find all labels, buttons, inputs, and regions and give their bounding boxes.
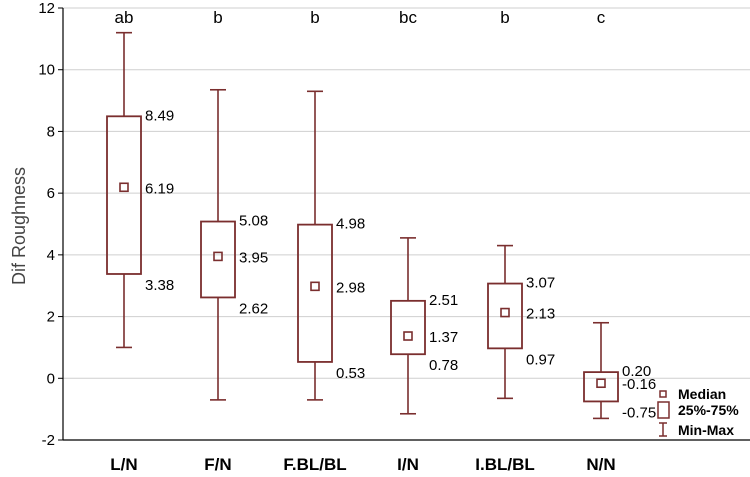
q1-label: 2.62 <box>239 300 268 317</box>
legend-median-label: Median <box>678 386 726 402</box>
q1-label: 3.38 <box>145 277 174 294</box>
y-tick-labels: -2 0 2 4 6 8 10 12 <box>38 0 55 449</box>
median-label: 1.37 <box>429 329 458 346</box>
iqr-box <box>487 282 523 350</box>
significance-letter: c <box>597 8 606 27</box>
y-tick-label: 6 <box>47 185 55 202</box>
legend-box-label: 25%-75% <box>678 402 739 418</box>
x-category-label: L/N <box>110 455 137 474</box>
axes <box>58 7 750 441</box>
median-marker <box>119 182 129 193</box>
q3-label: 5.08 <box>239 213 268 230</box>
q3-label: 0.20 <box>622 363 651 380</box>
median-marker <box>500 307 510 318</box>
y-tick-label: -2 <box>42 432 55 449</box>
significance-letter: b <box>500 8 509 27</box>
legend-box-icon <box>657 401 670 419</box>
significance-letter: b <box>310 8 319 27</box>
q1-label: 0.78 <box>429 357 458 374</box>
q3-label: 4.98 <box>336 216 365 233</box>
median-marker <box>596 378 606 389</box>
legend-minmax-label: Min-Max <box>678 422 734 438</box>
iqr-box <box>106 115 142 275</box>
q3-label: 3.07 <box>526 275 555 292</box>
median-label: 2.13 <box>526 306 555 323</box>
iqr-box <box>390 299 426 356</box>
legend: Median 25%-75% Min-Max <box>657 386 739 438</box>
q1-label: -0.75 <box>622 404 656 421</box>
median-label: -0.16 <box>622 376 656 393</box>
median-label: 3.95 <box>239 249 268 266</box>
legend-median-icon <box>659 390 667 398</box>
median-marker <box>403 331 413 341</box>
iqr-box <box>583 371 619 403</box>
y-tick-label: 2 <box>47 309 55 326</box>
x-category-label: N/N <box>586 455 615 474</box>
x-category-label: I/N <box>397 455 419 474</box>
q3-label: 8.49 <box>145 107 174 124</box>
y-tick-label: 8 <box>47 123 55 140</box>
y-axis-title: Dif Roughness <box>9 167 29 285</box>
y-tick-label: 12 <box>38 0 55 17</box>
legend-minmax-icon <box>659 422 667 437</box>
q1-label: 0.97 <box>526 351 555 368</box>
q3-label: 2.51 <box>429 292 458 309</box>
x-category-label: I.BL/BL <box>475 455 535 474</box>
y-tick-label: 10 <box>38 62 55 79</box>
boxes <box>106 31 619 420</box>
significance-letter: bc <box>399 8 417 27</box>
x-category-label: F.BL/BL <box>283 455 346 474</box>
iqr-box <box>297 223 333 363</box>
grid-lines <box>63 7 750 379</box>
median-label: 6.19 <box>145 180 174 197</box>
iqr-box <box>200 220 236 299</box>
y-tick-label: 4 <box>47 247 55 264</box>
x-category-label: F/N <box>204 455 231 474</box>
q1-label: 0.53 <box>336 365 365 382</box>
significance-letter: ab <box>115 8 134 27</box>
category-labels: L/N F/N F.BL/BL I/N I.BL/BL N/N <box>110 455 615 474</box>
median-marker <box>310 281 320 292</box>
median-label: 2.98 <box>336 279 365 296</box>
data-labels: 8.49 6.19 3.38 ab 5.08 3.95 2.62 b 4.98 2.98 0.53 b… <box>115 8 657 421</box>
y-tick-label: 0 <box>47 370 55 387</box>
significance-letter: b <box>213 8 222 27</box>
median-marker <box>213 251 223 262</box>
